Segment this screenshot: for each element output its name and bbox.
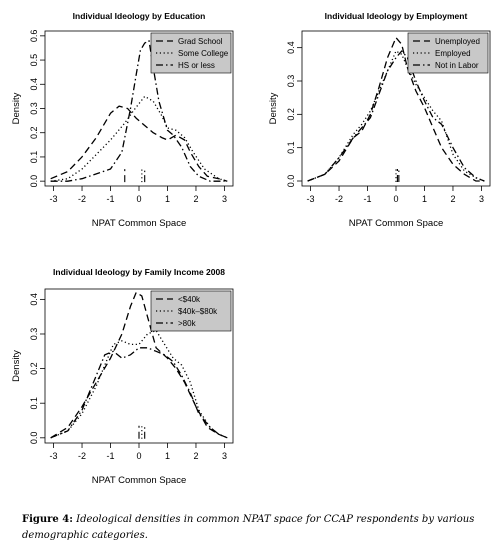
legend-label: Employed	[435, 49, 471, 58]
y-tick-label: 0.2	[29, 362, 39, 375]
x-tick-label: -1	[364, 194, 372, 204]
y-tick-label: 0.5	[29, 54, 39, 67]
y-tick-label: 0.2	[286, 108, 296, 121]
x-tick-label: 3	[222, 194, 227, 204]
x-tick-label: 2	[193, 451, 198, 461]
employment-panel: Individual Ideology by Employment -3 -2 -1 0…	[268, 11, 491, 229]
x-tick-label: 1	[165, 194, 170, 204]
y-axis-label: Density	[11, 92, 22, 124]
education-panel: Individual Ideology by Education -3 -2 -1 0 1…	[11, 11, 234, 229]
y-tick-label: 0.0	[29, 175, 39, 188]
x-tick-label: -2	[78, 194, 86, 204]
x-tick-label: 1	[422, 194, 427, 204]
x-tick-label: 0	[136, 451, 141, 461]
x-tick-label: -3	[50, 194, 58, 204]
legend: Grad School Some College HS or less	[150, 32, 232, 74]
y-tick-label: 0.0	[29, 432, 39, 445]
legend-label: >80k	[178, 319, 197, 328]
y-tick-label: 0.3	[29, 328, 39, 341]
x-tick-label: 1	[165, 451, 170, 461]
legend-label: Some College	[178, 49, 229, 58]
legend: <$40k $40k–$80k >80k	[150, 290, 232, 332]
legend-label: $40k–$80k	[178, 307, 218, 316]
plot-area	[50, 291, 228, 439]
legend-label: HS or less	[178, 61, 215, 70]
figure-caption: Figure 4: Ideological densities in commo…	[22, 512, 492, 544]
plot-area	[307, 37, 485, 182]
x-tick-label: -1	[107, 194, 115, 204]
y-tick-label: 0.1	[29, 397, 39, 410]
x-axis-label: NPAT Common Space	[92, 218, 187, 229]
x-tick-label: -1	[107, 451, 115, 461]
y-tick-label: 0.4	[286, 41, 296, 54]
y-tick-label: 0.3	[286, 75, 296, 88]
x-tick-label: -2	[78, 451, 86, 461]
caption-text: Ideological densities in common NPAT spa…	[22, 514, 475, 541]
x-tick-label: 3	[479, 194, 484, 204]
series-line-employed	[307, 50, 485, 182]
y-axis-label: Density	[268, 92, 279, 124]
x-tick-label: -3	[307, 194, 315, 204]
chart-title: Individual Ideology by Employment	[325, 11, 468, 21]
chart-title: Individual Ideology by Family Income 200…	[53, 267, 225, 277]
y-tick-label: 0.4	[29, 293, 39, 306]
legend: Unemployed Employed Not in Labor	[407, 32, 489, 74]
x-axis-label: NPAT Common Space	[92, 475, 187, 486]
y-axis-label: Density	[11, 350, 22, 382]
series-line-80k	[50, 347, 228, 439]
caption-label: Figure 4:	[22, 514, 73, 525]
x-tick-label: 2	[450, 194, 455, 204]
y-tick-label: 0.2	[29, 126, 39, 139]
x-tick-label: 0	[393, 194, 398, 204]
legend-label: <$40k	[178, 295, 201, 304]
legend-label: Grad School	[178, 37, 223, 46]
x-tick-label: 2	[193, 194, 198, 204]
plot-area	[50, 40, 228, 183]
x-tick-label: -3	[50, 451, 58, 461]
x-tick-label: 3	[222, 451, 227, 461]
y-tick-label: 0.6	[29, 30, 39, 43]
family-income-panel: Individual Ideology by Family Income 200…	[11, 267, 234, 486]
x-tick-label: 0	[136, 194, 141, 204]
y-tick-label: 0.3	[29, 102, 39, 115]
legend-label: Not in Labor	[435, 61, 479, 70]
y-tick-label: 0.1	[29, 151, 39, 164]
legend-label: Unemployed	[435, 37, 480, 46]
y-tick-label: 0.0	[286, 175, 296, 188]
series-line-grad-school	[50, 105, 228, 182]
x-axis-label: NPAT Common Space	[349, 218, 444, 229]
series-line-not-in-labor	[307, 50, 485, 182]
x-tick-label: -2	[335, 194, 343, 204]
y-tick-label: 0.4	[29, 78, 39, 91]
series-line-hs-or-less	[50, 40, 225, 182]
chart-title: Individual Ideology by Education	[73, 11, 206, 21]
y-tick-label: 0.1	[286, 141, 296, 154]
series-line-40k-80k	[50, 329, 228, 439]
